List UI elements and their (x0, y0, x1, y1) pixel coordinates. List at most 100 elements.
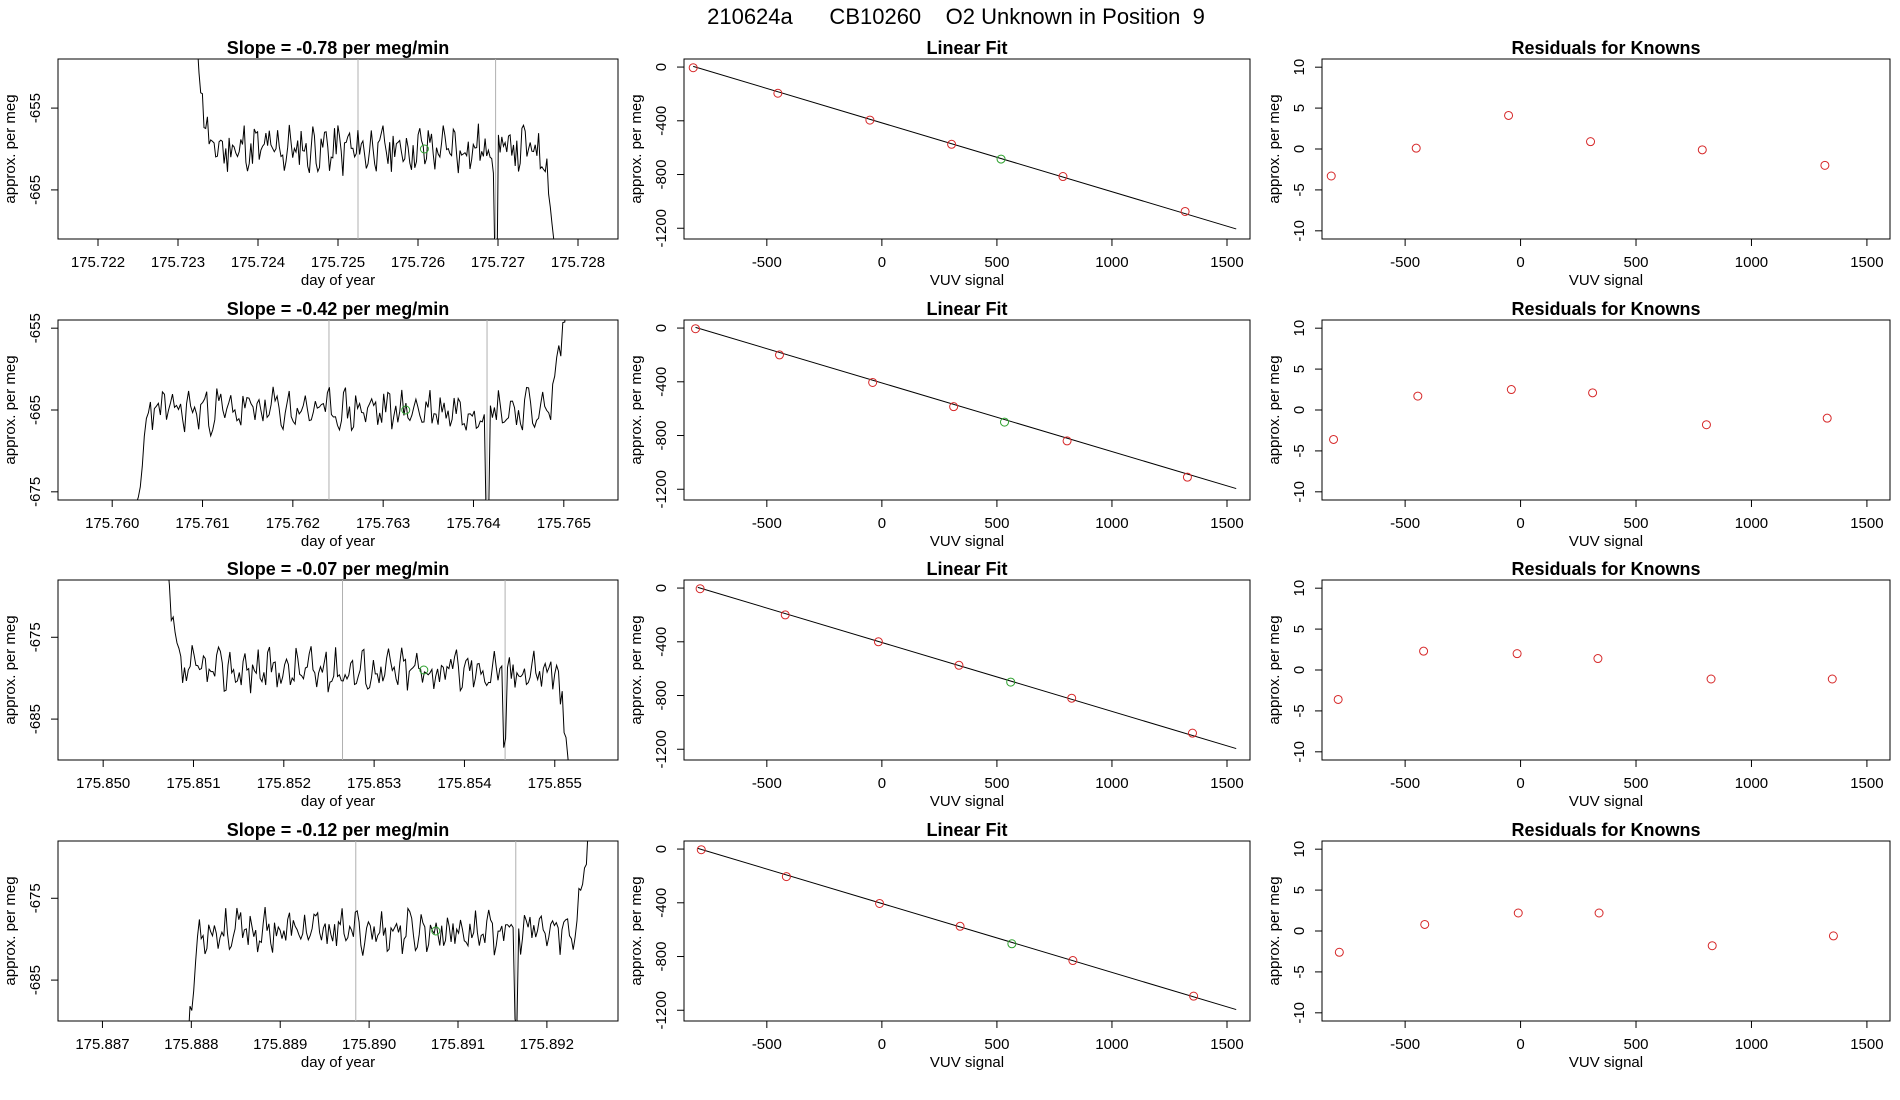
residual-point (1594, 908, 1604, 918)
x-tick-label: 1500 (1210, 1036, 1243, 1053)
residual-point (1827, 674, 1837, 684)
panel-title: Linear Fit (926, 559, 1007, 579)
x-tick-label: 175.889 (253, 1036, 307, 1053)
plot-area (197, 59, 555, 239)
y-tick-label: -10 (1291, 741, 1308, 763)
x-tick-label: -500 (752, 1036, 782, 1053)
residual-point (1701, 420, 1711, 430)
plot-area (136, 320, 566, 500)
y-tick-label: -5 (1291, 965, 1308, 978)
plot-frame (1321, 840, 1891, 1022)
x-tick-label: 175.892 (520, 1036, 574, 1053)
residual-point (1707, 941, 1717, 951)
x-tick-label: 175.728 (551, 254, 605, 271)
x-tick-label: 175.850 (76, 775, 130, 792)
plot-area (1329, 385, 1832, 444)
y-tick-label: -665 (27, 395, 44, 425)
panel-fit-0 (677, 58, 1251, 246)
plot-frame (683, 579, 1251, 761)
x-axis-label: day of year (301, 793, 375, 810)
x-axis-label: VUV signal (1569, 793, 1643, 810)
known-point (691, 324, 701, 334)
x-tick-label: 175.762 (266, 515, 320, 532)
known-point (1182, 472, 1192, 482)
panel-residuals-2 (1315, 579, 1891, 767)
unknown-point (401, 405, 411, 415)
unknown-point (1007, 939, 1017, 949)
y-tick-label: -655 (27, 313, 44, 343)
residual-point (1420, 919, 1430, 929)
data-series-line (197, 59, 555, 239)
residual-point (1411, 143, 1421, 153)
x-tick-label: 175.764 (446, 515, 500, 532)
y-tick-label: 10 (1291, 59, 1308, 76)
x-tick-label: 1000 (1095, 1036, 1128, 1053)
known-point (1062, 436, 1072, 446)
x-tick-label: 175.724 (231, 254, 285, 271)
x-tick-label: -500 (1390, 254, 1420, 271)
x-tick-label: 175.887 (75, 1036, 129, 1053)
y-tick-label: -10 (1291, 220, 1308, 242)
unknown-point (431, 926, 441, 936)
y-tick-label: 10 (1291, 841, 1308, 858)
y-tick-label: -685 (27, 704, 44, 734)
x-tick-label: 500 (1624, 775, 1649, 792)
residual-point (1513, 908, 1523, 918)
y-tick-label: -685 (27, 965, 44, 995)
plot-area (168, 580, 569, 760)
x-tick-label: 175.890 (342, 1036, 396, 1053)
known-point (774, 350, 784, 360)
panel-title: Linear Fit (926, 299, 1007, 319)
x-tick-label: 500 (984, 1036, 1009, 1053)
known-point (695, 584, 705, 594)
x-tick-label: 175.763 (356, 515, 410, 532)
data-series-line (136, 320, 566, 500)
y-axis-label: approx. per meg (1266, 615, 1283, 724)
x-tick-label: -500 (752, 775, 782, 792)
known-point (955, 921, 965, 931)
y-tick-label: -10 (1291, 1002, 1308, 1024)
x-axis-label: VUV signal (1569, 533, 1643, 550)
unknown-point (419, 665, 429, 675)
x-axis-label: VUV signal (1569, 272, 1643, 289)
plot-frame (683, 840, 1251, 1022)
x-tick-label: 175.761 (175, 515, 229, 532)
x-tick-label: 500 (1624, 515, 1649, 532)
y-tick-label: -400 (653, 627, 670, 657)
y-tick-label: 0 (1291, 927, 1308, 935)
y-axis-label: approx. per meg (2, 876, 19, 985)
panel-title: Linear Fit (926, 38, 1007, 58)
y-axis-label: approx. per meg (2, 94, 19, 203)
x-tick-label: 1500 (1850, 1036, 1883, 1053)
x-tick-label: 500 (1624, 1036, 1649, 1053)
panel-fit-1 (677, 319, 1251, 507)
x-tick-label: 175.727 (471, 254, 525, 271)
x-axis-label: day of year (301, 272, 375, 289)
x-tick-label: 175.851 (166, 775, 220, 792)
y-tick-label: -675 (27, 622, 44, 652)
known-point (781, 872, 791, 882)
panel-title: Slope = -0.12 per meg/min (227, 820, 450, 840)
x-tick-label: -500 (1390, 515, 1420, 532)
x-axis-label: day of year (301, 1054, 375, 1071)
x-tick-label: 0 (878, 515, 886, 532)
y-tick-label: 0 (653, 584, 670, 592)
x-axis-label: VUV signal (930, 272, 1004, 289)
x-tick-label: 0 (878, 775, 886, 792)
x-tick-label: 1500 (1210, 515, 1243, 532)
y-axis-label: approx. per meg (2, 615, 19, 724)
y-tick-label: 0 (653, 63, 670, 71)
x-tick-label: 175.855 (528, 775, 582, 792)
y-axis-label: approx. per meg (1266, 94, 1283, 203)
y-axis-label: approx. per meg (1266, 876, 1283, 985)
known-point (1180, 206, 1190, 216)
panel-residuals-1 (1315, 319, 1891, 507)
y-axis-label: approx. per meg (1266, 355, 1283, 464)
residual-point (1822, 413, 1832, 423)
x-tick-label: 500 (984, 254, 1009, 271)
fit-line (693, 65, 1237, 230)
panel-residuals-3 (1315, 840, 1891, 1028)
plot-frame (683, 58, 1251, 240)
x-tick-label: 0 (878, 1036, 886, 1053)
